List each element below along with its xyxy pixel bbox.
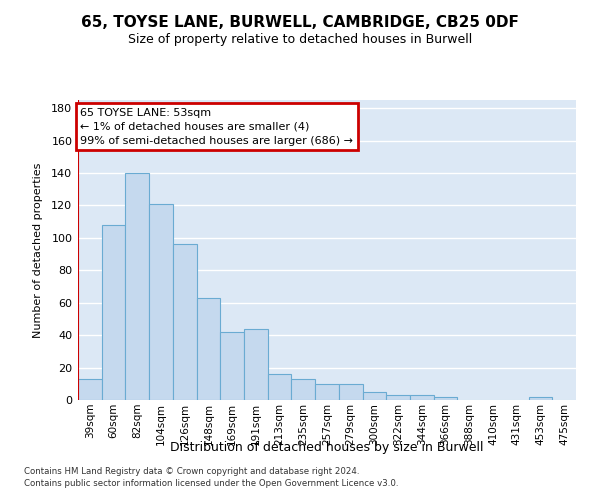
Text: Size of property relative to detached houses in Burwell: Size of property relative to detached ho… [128,32,472,46]
Bar [386,395,410,400]
Text: Distribution of detached houses by size in Burwell: Distribution of detached houses by size … [170,441,484,454]
Bar [149,204,173,400]
Bar [220,332,244,400]
Bar [362,392,386,400]
Text: Contains public sector information licensed under the Open Government Licence v3: Contains public sector information licen… [24,478,398,488]
Bar [339,384,362,400]
Bar [244,328,268,400]
Bar [410,395,434,400]
Y-axis label: Number of detached properties: Number of detached properties [33,162,43,338]
Bar [529,397,552,400]
Bar [268,374,292,400]
Bar [315,384,339,400]
Text: 65, TOYSE LANE, BURWELL, CAMBRIDGE, CB25 0DF: 65, TOYSE LANE, BURWELL, CAMBRIDGE, CB25… [81,15,519,30]
Bar [173,244,197,400]
Text: Contains HM Land Registry data © Crown copyright and database right 2024.: Contains HM Land Registry data © Crown c… [24,467,359,476]
Bar [125,173,149,400]
Bar [197,298,220,400]
Bar [78,379,102,400]
Bar [434,397,457,400]
Bar [102,225,125,400]
Text: 65 TOYSE LANE: 53sqm
← 1% of detached houses are smaller (4)
99% of semi-detache: 65 TOYSE LANE: 53sqm ← 1% of detached ho… [80,108,353,146]
Bar [292,379,315,400]
